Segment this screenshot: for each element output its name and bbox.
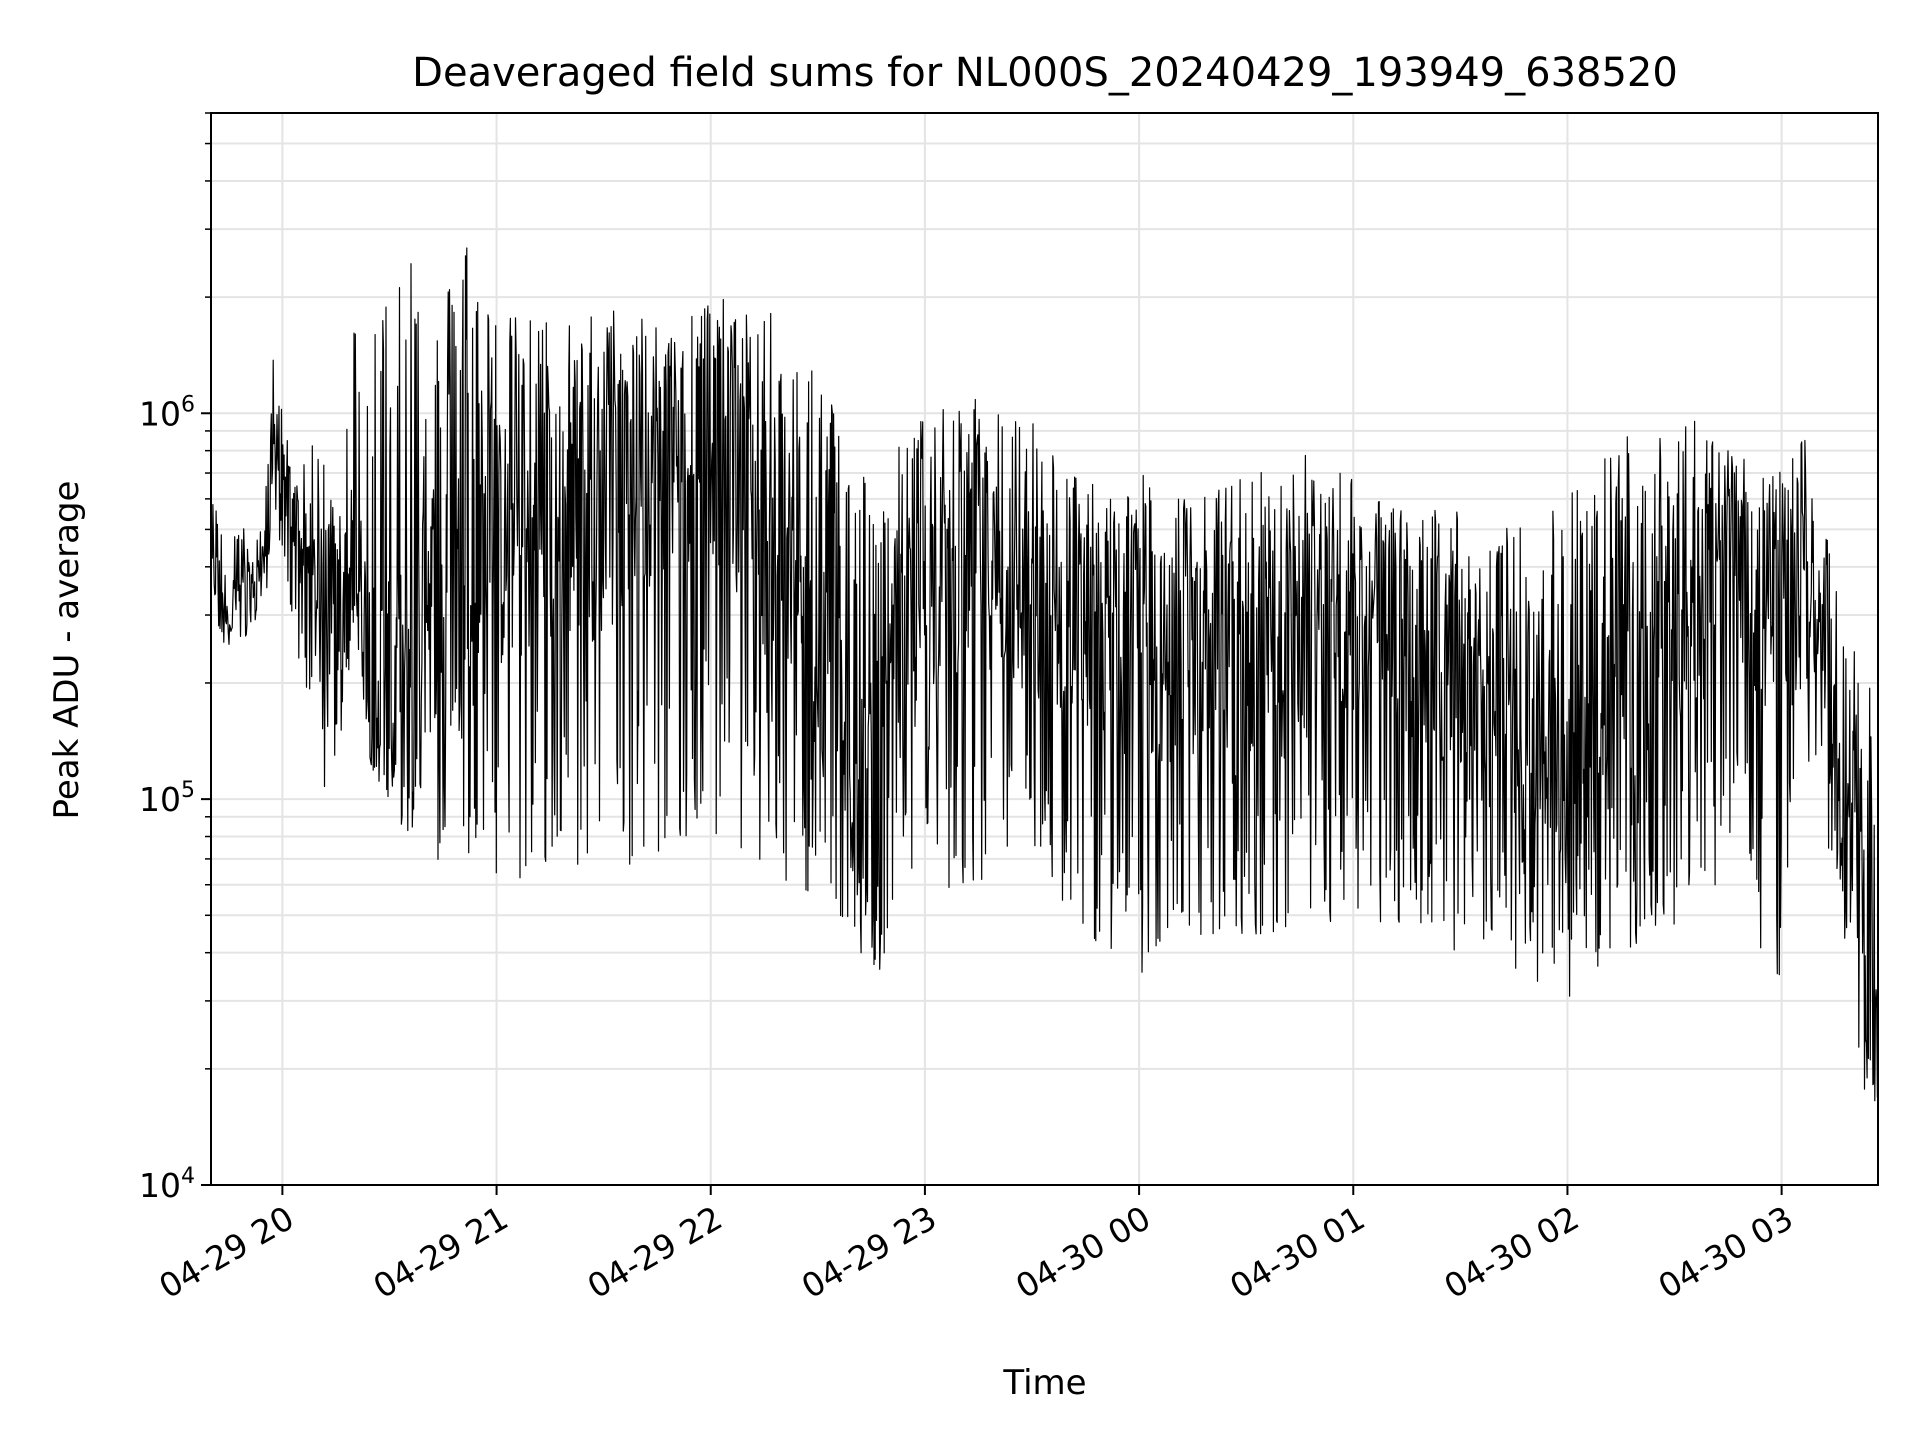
y-tick-label: 105 — [139, 778, 195, 819]
y-axis: 104 105 106 — [139, 112, 211, 1205]
y-tick-label: 106 — [139, 392, 195, 433]
data-layer — [210, 247, 1879, 1102]
series-line — [210, 247, 1879, 1102]
y-axis-title: Peak ADU - average — [47, 481, 87, 820]
plot-frame — [210, 112, 1879, 1186]
x-axis-title: Time — [1002, 1363, 1086, 1403]
y-tick-label: 104 — [139, 1164, 195, 1205]
chart-title: Deaveraged field sums for NL000S_2024042… — [412, 50, 1678, 96]
